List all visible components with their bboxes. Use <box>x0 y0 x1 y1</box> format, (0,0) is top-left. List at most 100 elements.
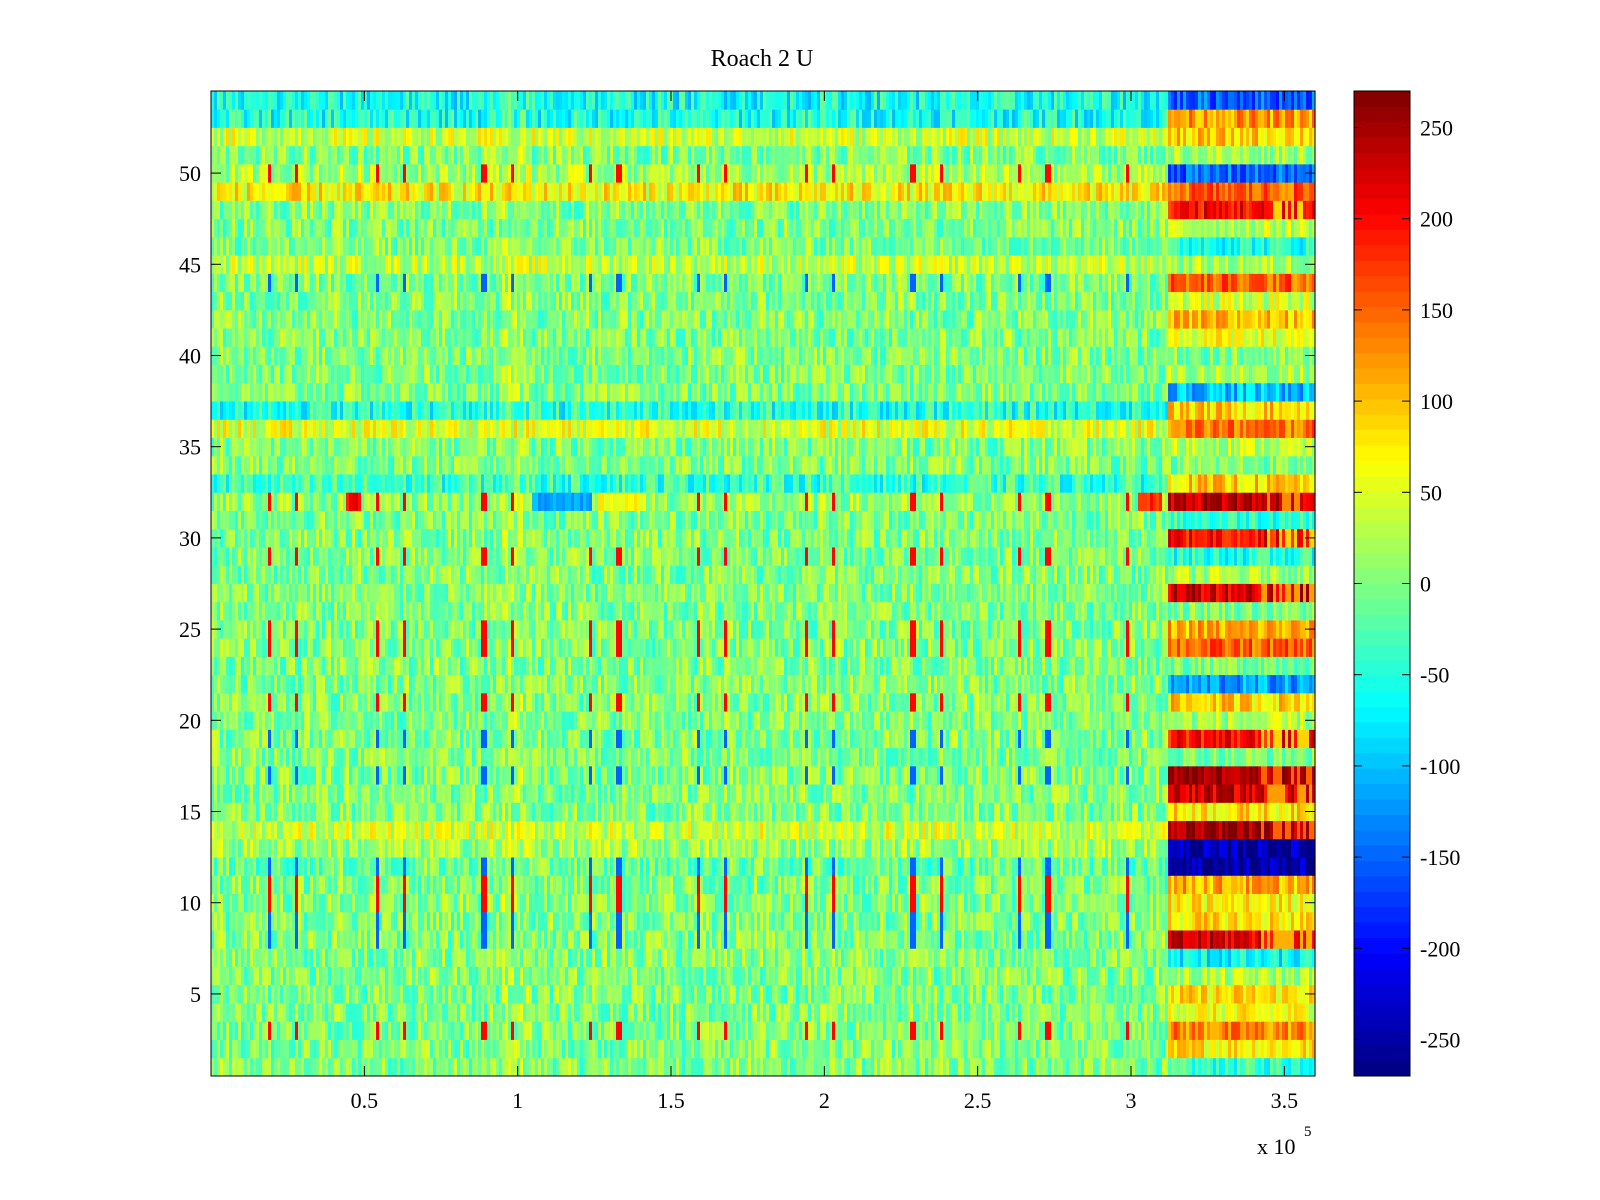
heatmap-cell <box>697 838 701 858</box>
heatmap-cell <box>370 1057 374 1077</box>
heatmap-cell <box>250 911 254 931</box>
heatmap-cell <box>574 1021 578 1040</box>
heatmap-cell <box>595 1021 599 1040</box>
heatmap-cell <box>1144 984 1148 1004</box>
heatmap-cell <box>526 1021 530 1040</box>
heatmap-cell <box>586 838 590 858</box>
heatmap-cell <box>1147 1039 1151 1059</box>
heatmap-cell <box>1066 875 1070 894</box>
heatmap-cell <box>523 893 527 913</box>
heatmap-cell <box>811 857 815 876</box>
heatmap-cell <box>565 1039 569 1059</box>
heatmap-cell <box>919 1021 923 1040</box>
heatmap-cell <box>562 893 566 913</box>
heatmap-cell <box>544 1057 548 1077</box>
heatmap-cell <box>853 1021 857 1040</box>
heatmap-cell <box>1258 1057 1262 1077</box>
heatmap-cell <box>913 1039 917 1059</box>
heatmap-cell <box>241 1039 245 1059</box>
heatmap-cell <box>868 930 872 949</box>
heatmap-cell <box>361 1021 365 1040</box>
heatmap-cell <box>520 1057 524 1077</box>
heatmap-cell <box>769 984 773 1004</box>
heatmap-cell <box>463 930 467 949</box>
heatmap-cell <box>241 984 245 1004</box>
heatmap-cell <box>874 966 878 986</box>
heatmap-cell <box>673 1039 677 1059</box>
heatmap-cell <box>289 875 293 894</box>
heatmap-cell <box>1210 966 1214 986</box>
heatmap-cell <box>907 1003 911 1022</box>
heatmap-cell <box>826 1039 830 1059</box>
heatmap-cell <box>310 857 314 876</box>
heatmap-cell <box>670 893 674 913</box>
heatmap-cell <box>382 875 386 894</box>
heatmap-cell <box>1150 875 1154 894</box>
heatmap-cell <box>466 984 470 1004</box>
heatmap-cell <box>901 948 905 967</box>
heatmap-cell <box>985 875 989 894</box>
heatmap-cell <box>826 1057 830 1077</box>
heatmap-cell <box>394 984 398 1004</box>
heatmap-cell <box>787 893 791 913</box>
heatmap-cell <box>610 857 614 876</box>
heatmap-cell <box>1081 930 1085 949</box>
heatmap-cell <box>718 1039 722 1059</box>
heatmap-cell <box>877 966 881 986</box>
heatmap-cell <box>358 966 362 986</box>
heatmap-cell <box>460 1057 464 1077</box>
heatmap-cell <box>1066 966 1070 986</box>
heatmap-cell <box>346 1057 350 1077</box>
heatmap-cell <box>565 1003 569 1022</box>
heatmap-cell <box>439 838 443 858</box>
heatmap-cell <box>436 893 440 913</box>
heatmap-cell <box>616 1003 620 1022</box>
heatmap-cell <box>376 1003 380 1022</box>
heatmap-cell <box>1222 875 1226 894</box>
heatmap-cell <box>985 966 989 986</box>
heatmap-cell <box>676 948 680 967</box>
heatmap-cell <box>976 875 980 894</box>
heatmap-cell <box>376 838 380 858</box>
heatmap-cell <box>1234 1039 1238 1059</box>
heatmap-cell <box>445 948 449 967</box>
heatmap-cell <box>280 838 284 858</box>
heatmap-cell <box>889 911 893 931</box>
heatmap-cell <box>1132 1003 1136 1022</box>
heatmap-cell <box>562 984 566 1004</box>
heatmap-cell <box>1012 893 1016 913</box>
heatmap-cell <box>442 838 446 858</box>
heatmap-cell <box>1141 984 1145 1004</box>
heatmap-cell <box>583 893 587 913</box>
heatmap-cell <box>1099 1039 1103 1059</box>
heatmap-cell <box>319 1039 323 1059</box>
heatmap-cell <box>772 875 776 894</box>
heatmap-cell <box>769 1039 773 1059</box>
heatmap-cell <box>514 966 518 986</box>
heatmap-cell <box>247 838 251 858</box>
heatmap-cell <box>340 1039 344 1059</box>
heatmap-cell <box>1216 1057 1220 1077</box>
heatmap-cell <box>646 857 650 876</box>
heatmap-cell <box>925 893 929 913</box>
heatmap-cell <box>700 1039 704 1059</box>
heatmap-cell <box>1210 948 1214 967</box>
heatmap-cell <box>1084 1039 1088 1059</box>
heatmap-cell <box>733 875 737 894</box>
heatmap-cell <box>988 875 992 894</box>
heatmap-cell <box>499 893 503 913</box>
heatmap-cell <box>802 1057 806 1077</box>
heatmap-cell <box>847 930 851 949</box>
heatmap-cell <box>379 838 383 858</box>
heatmap-cell <box>616 930 620 949</box>
heatmap-cell <box>1039 966 1043 986</box>
heatmap-cell <box>235 948 239 967</box>
heatmap-cell <box>643 893 647 913</box>
heatmap-cell <box>529 838 533 858</box>
heatmap-cell <box>679 893 683 913</box>
heatmap-cell <box>292 893 296 913</box>
heatmap-cell <box>1255 893 1259 913</box>
heatmap-cell <box>379 875 383 894</box>
heatmap-cell <box>937 1003 941 1022</box>
heatmap-cell <box>541 984 545 1004</box>
